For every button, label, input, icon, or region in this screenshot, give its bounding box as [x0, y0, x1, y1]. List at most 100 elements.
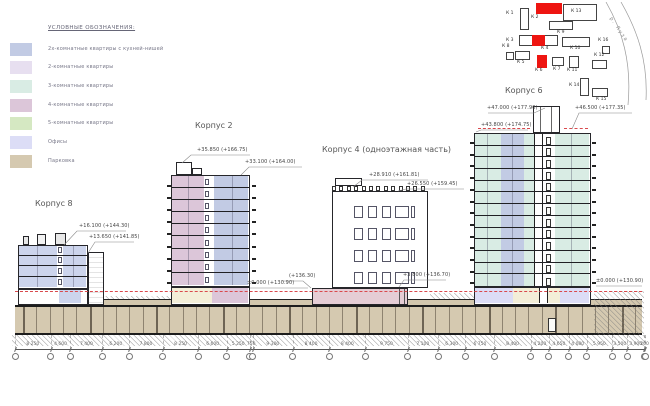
floor-cell	[172, 248, 204, 260]
balcony-tick	[167, 221, 171, 224]
level-dash-line	[15, 291, 642, 292]
floor-cell	[475, 192, 501, 204]
site-plan-building-label: К 16	[598, 38, 609, 43]
floor-cell	[543, 262, 555, 274]
window-opening	[205, 239, 209, 246]
window-opening	[368, 272, 377, 284]
floor-row	[19, 290, 87, 303]
balcony-tick	[167, 209, 171, 212]
parking-column	[461, 307, 463, 333]
legend-item: Офисы	[10, 135, 220, 149]
window-mullion	[188, 200, 189, 212]
legend-title: УСЛОВНЫЕ ОБОЗНАЧЕНИЯ:	[48, 25, 136, 31]
window-opening	[58, 278, 62, 285]
door-opening	[546, 253, 551, 262]
grid-axis-bubble	[194, 353, 202, 360]
floor-cell	[475, 157, 501, 169]
door-opening	[546, 183, 551, 192]
legend-item-label: 5-комнатные квартиры	[48, 120, 114, 127]
parking-column	[49, 307, 51, 333]
floor-cell	[524, 157, 534, 169]
balcony-tick	[470, 212, 474, 215]
floor-cell	[204, 188, 214, 200]
window-opening	[354, 206, 363, 218]
site-plan-building	[580, 78, 589, 96]
window-mullion	[571, 250, 572, 262]
window-mullion	[487, 227, 488, 239]
balcony-tick	[592, 212, 596, 215]
parking-column	[222, 307, 225, 333]
floor-row	[172, 212, 249, 225]
balcony-tick	[592, 270, 596, 273]
floor-cell	[475, 227, 501, 239]
window-opening	[205, 203, 209, 210]
grid-axis-bubble	[490, 353, 498, 360]
river-label: р. Яуза	[608, 16, 630, 44]
site-plan-building	[520, 8, 529, 30]
window-mullion	[487, 239, 488, 250]
floor-cell	[534, 262, 543, 274]
floor-cell	[555, 192, 589, 204]
dimension-value: 7 800	[139, 342, 153, 347]
balcony-tick	[592, 200, 596, 203]
window-mullion	[487, 169, 488, 180]
window-mullion	[232, 212, 233, 224]
legend-item: 2-комнатные квартиры	[10, 61, 220, 75]
parking-column	[515, 307, 517, 333]
site-plan-building	[592, 88, 608, 97]
window-mullion	[37, 276, 38, 287]
floor-cell	[204, 212, 214, 224]
window-mullion	[512, 192, 513, 204]
underground-parking	[15, 305, 642, 335]
window-mullion	[188, 212, 189, 224]
parking-column	[209, 307, 211, 333]
floor-cell	[475, 250, 501, 262]
site-plan-building-label: К 11	[567, 68, 578, 73]
dimension-value: 5 950	[592, 342, 606, 347]
floor-row	[172, 236, 249, 249]
parapet-tooth	[332, 186, 336, 191]
floor-cell	[543, 169, 555, 180]
parking-column	[156, 307, 159, 333]
floor-row	[475, 215, 590, 228]
dimension-value: 8 250	[174, 342, 188, 347]
floor-row	[475, 145, 590, 158]
window-opening	[411, 250, 415, 262]
elevation-annotation: +26.550 (+159.45)	[407, 181, 458, 187]
dimension-value: 7 100	[416, 342, 430, 347]
floor-cell	[59, 290, 81, 303]
section-label-korpus2: Корпус 2	[195, 121, 233, 130]
balcony-tick	[470, 142, 474, 144]
floor-cell	[555, 227, 589, 239]
floor-cell	[501, 192, 524, 204]
floor-cell	[501, 250, 524, 262]
floor-row	[475, 134, 590, 146]
floor-row	[172, 224, 249, 237]
floor-cell	[534, 250, 543, 262]
dimension-value: 5 250	[231, 342, 245, 347]
floor-cell	[555, 215, 589, 227]
floor-cell	[172, 212, 204, 224]
balcony-tick	[592, 153, 596, 156]
building-ground-floor	[171, 287, 250, 305]
window-mullion	[487, 145, 488, 157]
floor-cell	[524, 274, 534, 286]
floor-cell	[524, 180, 534, 192]
legend-item-label: Офисы	[48, 138, 68, 145]
door-opening	[546, 277, 551, 286]
floor-cell	[543, 134, 555, 145]
floor-cell	[534, 239, 543, 250]
window-mullion	[512, 180, 513, 192]
elevation-annotation: +16.100 (+144.30)	[79, 223, 130, 229]
building-body	[171, 175, 250, 287]
grid-axis-bubble	[583, 353, 591, 360]
window-opening	[354, 228, 363, 240]
floor-cell	[57, 276, 63, 287]
window-mullion	[37, 266, 38, 276]
one-storey-podium	[312, 288, 408, 305]
dimension-value: 8 400	[304, 342, 318, 347]
floor-cell	[19, 276, 57, 287]
balcony-tick	[470, 188, 474, 191]
parking-column	[382, 307, 384, 333]
balcony-tick	[167, 233, 171, 236]
